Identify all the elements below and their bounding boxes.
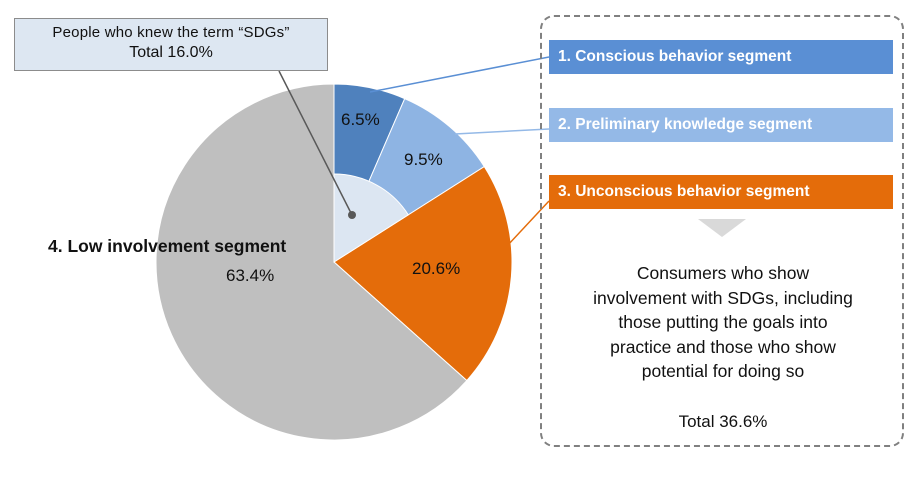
slice-name-seg4: 4. Low involvement segment — [48, 236, 287, 256]
slice-label-seg2: 9.5% — [404, 150, 443, 169]
callout-pointer-dot — [348, 211, 356, 219]
leader-line-seg2 — [454, 128, 550, 135]
leader-line-seg3 — [506, 200, 550, 247]
sdg-awareness-callout: People who knew the term “SDGs” Total 16… — [14, 18, 328, 71]
description-line: potential for doing so — [641, 361, 805, 381]
pie-slice-seg3 — [333, 165, 513, 382]
callout-pointer-line — [278, 70, 353, 216]
description-line: involvement with SDGs, including — [593, 287, 853, 308]
down-arrow-icon — [698, 219, 746, 237]
slice-label-seg4: 63.4% — [226, 266, 275, 285]
legend-seg1: 1. Conscious behavior segment — [549, 40, 893, 74]
involvement-description: Consumers who show involvement with SDGs… — [553, 261, 893, 384]
leader-line-seg1 — [369, 56, 550, 93]
sdg-awareness-inner-wedge — [333, 173, 409, 263]
description-line: those putting the goals into — [618, 312, 828, 332]
involvement-total: Total 36.6% — [678, 412, 768, 431]
legend-seg3: 3. Unconscious behavior segment — [549, 175, 893, 209]
description-line: practice and those who show — [610, 336, 836, 357]
slice-label-seg3: 20.6% — [412, 259, 461, 278]
description-line: Consumers who show — [636, 263, 810, 283]
pie-slice-seg4 — [155, 83, 468, 441]
sdg-awareness-label: People who knew the term “SDGs” — [52, 24, 290, 41]
slice-label-seg1: 6.5% — [341, 110, 380, 129]
legend-seg2: 2. Preliminary knowledge segment — [549, 108, 893, 142]
involvement-group-frame — [540, 15, 904, 447]
sdg-awareness-total: Total 16.0% — [129, 44, 213, 61]
